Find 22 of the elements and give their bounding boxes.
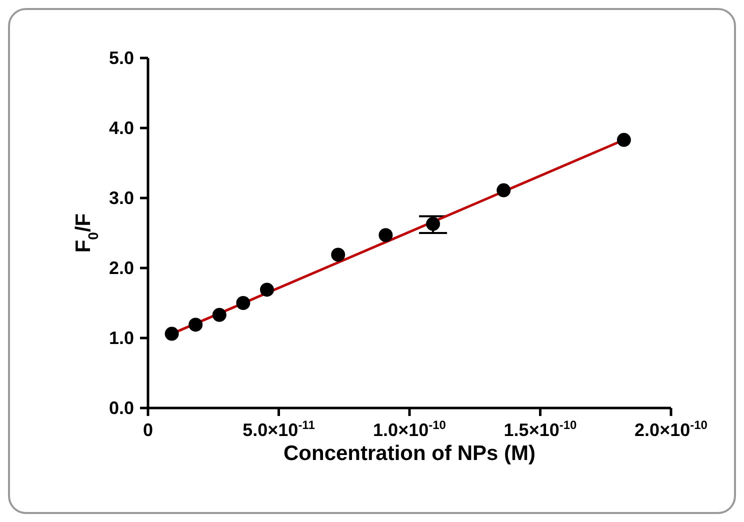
point	[496, 183, 511, 198]
point	[188, 318, 203, 332]
point	[236, 296, 250, 310]
y-tick-label: 1.0	[108, 328, 134, 348]
x-tick-label: 1.0×10$^{-10}$	[373, 418, 446, 440]
point	[426, 216, 440, 231]
point	[331, 248, 346, 262]
x-tick-label: 0	[142, 420, 154, 440]
y-tick-label: 2.0	[108, 258, 134, 278]
y-tick-label: 0.0	[108, 398, 134, 418]
y-tick-label: 3.0	[108, 188, 134, 208]
point	[164, 326, 179, 341]
point	[212, 308, 226, 322]
point	[378, 228, 393, 242]
x-tick-label: 5.0×10$^{-11}$	[242, 418, 316, 440]
x-axis-title: Concentration of NPs (M)	[284, 442, 536, 465]
x-tick-label: 2.0×10$^{-10}$	[634, 418, 708, 440]
x-tick-label: 1.5×10$^{-10}$	[504, 418, 578, 440]
point	[260, 282, 274, 297]
point	[616, 132, 631, 147]
y-tick-label: 4.0	[108, 118, 134, 138]
y-tick-label: 5.0	[108, 48, 134, 68]
